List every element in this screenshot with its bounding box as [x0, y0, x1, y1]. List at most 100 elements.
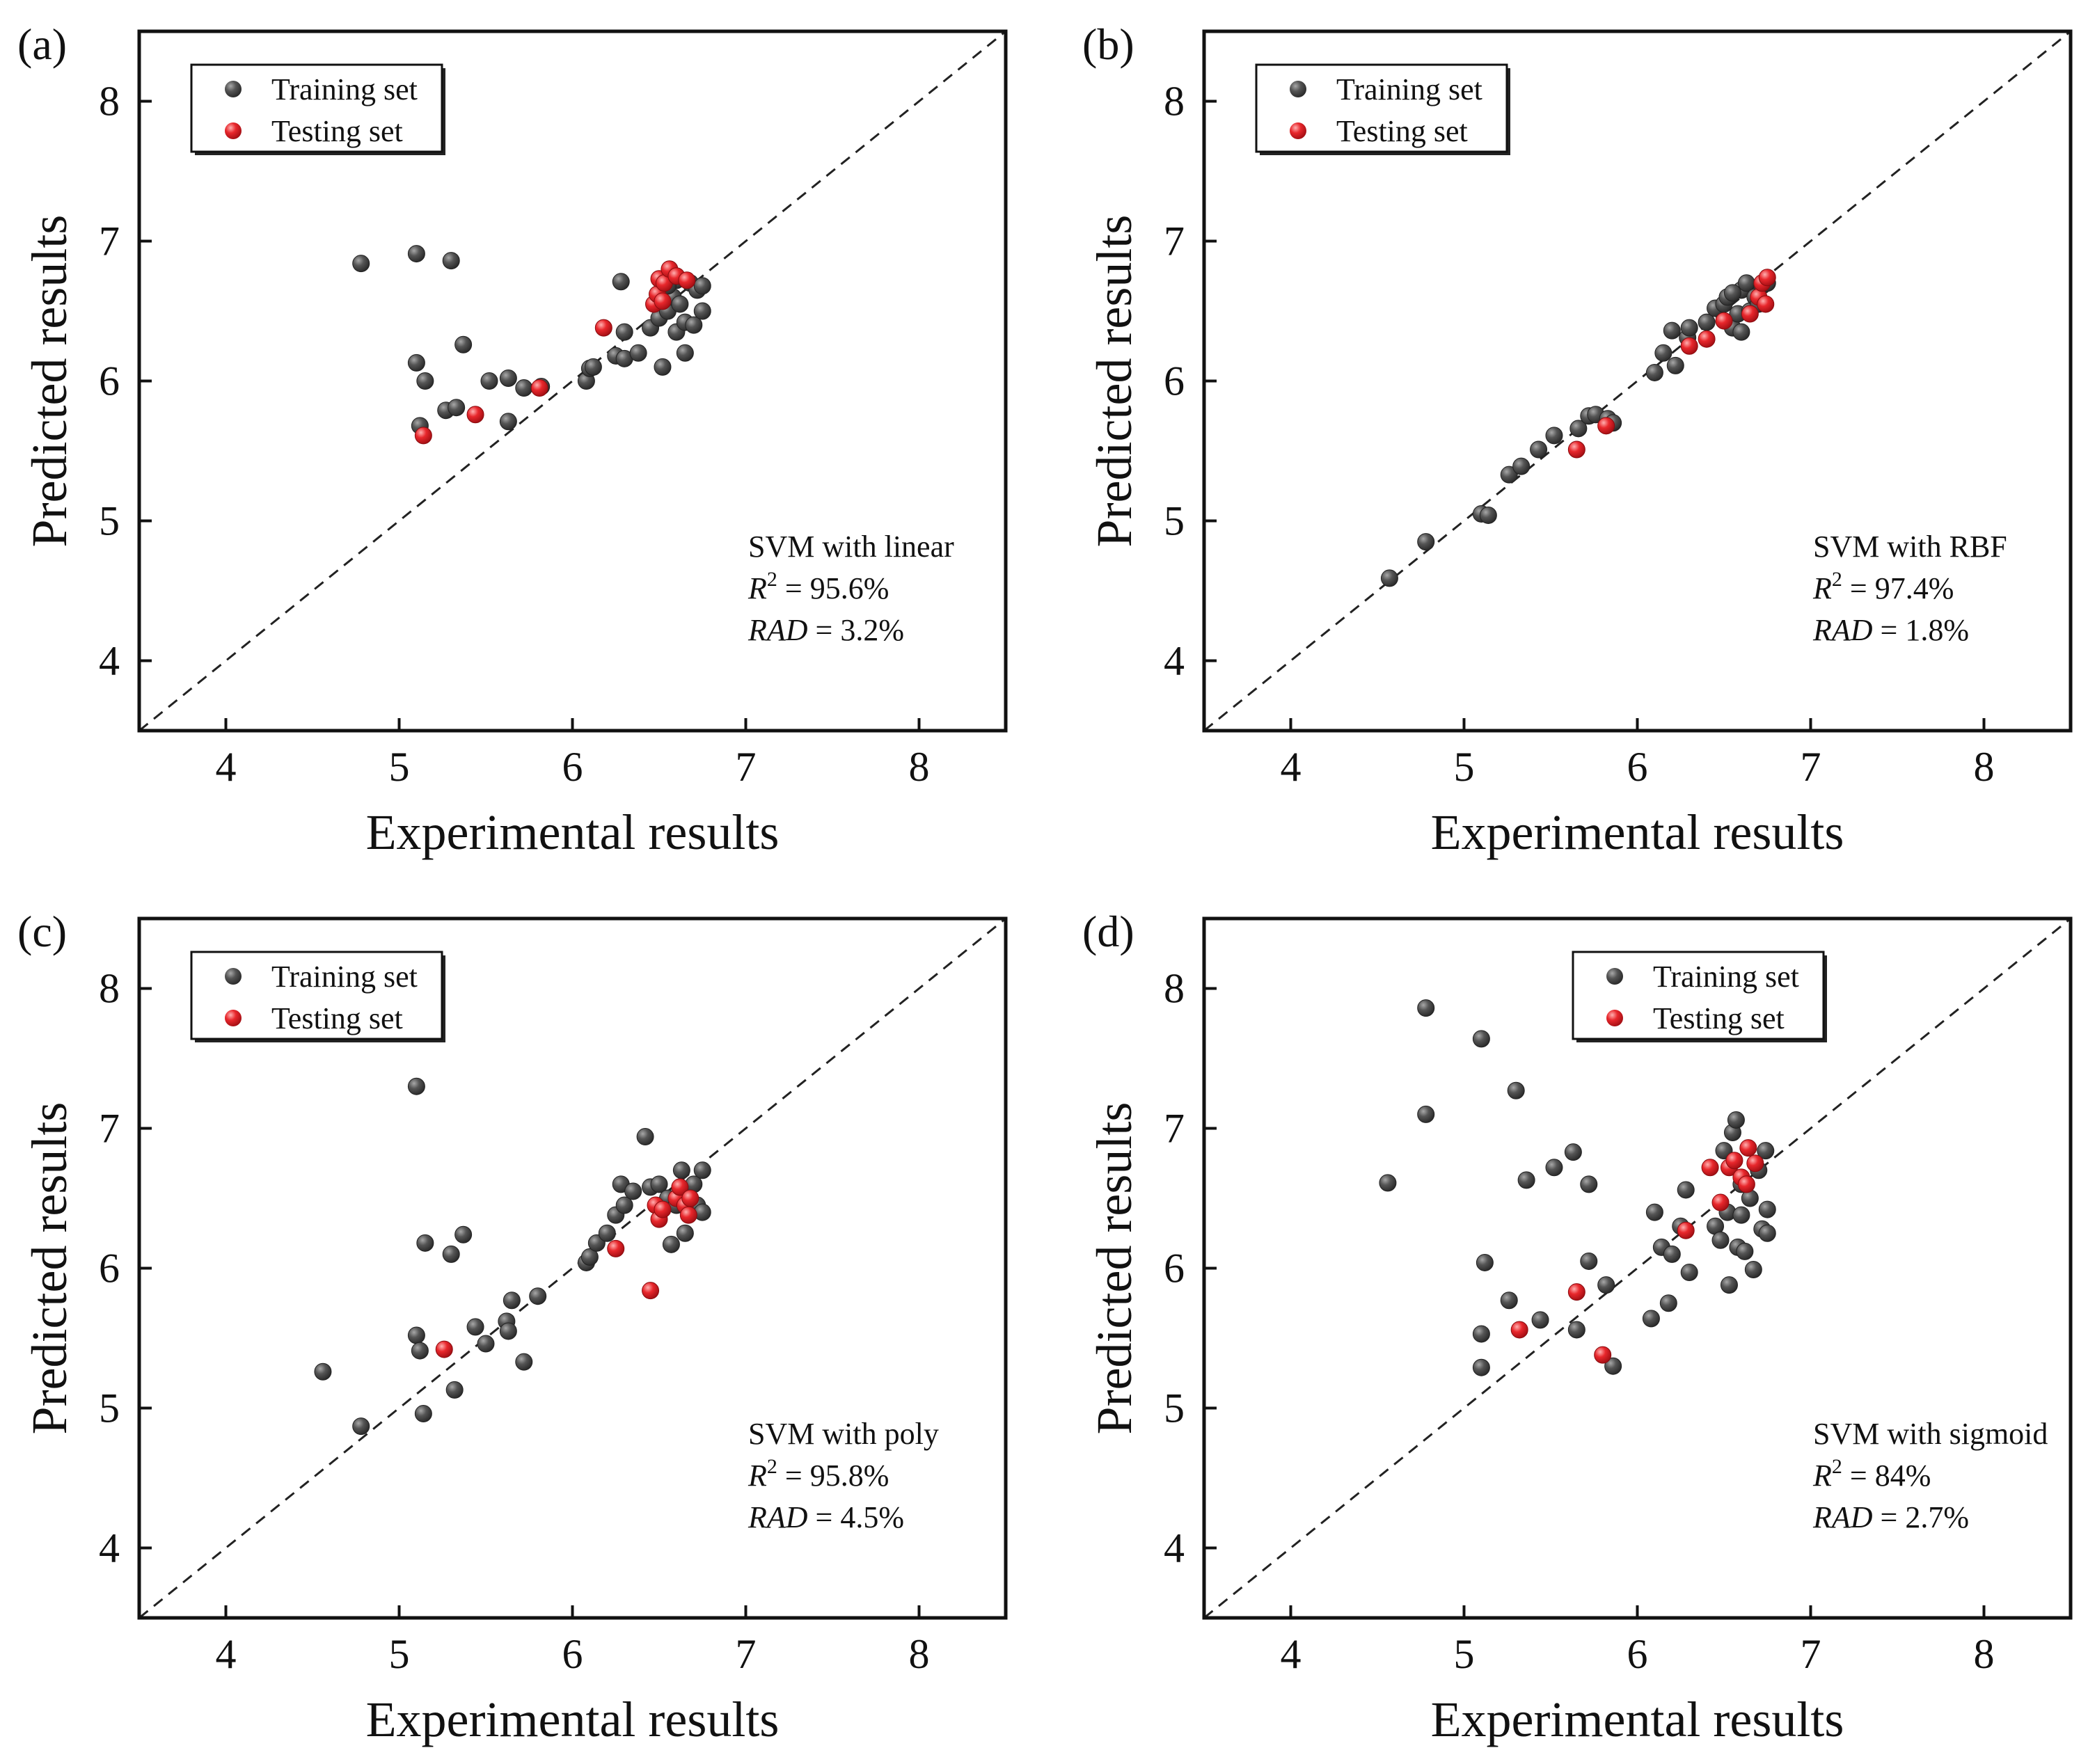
x-tick-label: 5 — [389, 1631, 410, 1677]
training-point — [407, 1326, 425, 1344]
x-tick-label: 5 — [389, 744, 410, 790]
training-point — [1732, 1206, 1750, 1224]
legend-training-label: Training set — [271, 960, 418, 994]
y-tick-label: 8 — [1164, 966, 1185, 1012]
x-tick-label: 6 — [1627, 744, 1648, 790]
testing-point — [681, 1189, 699, 1207]
r2-value: R2 = 84% — [1812, 1455, 1931, 1493]
testing-point — [1677, 1221, 1695, 1239]
metrics-annotation: SVM with poly R2 = 95.8% RAD = 4.5% — [748, 1417, 939, 1534]
training-point — [411, 1342, 429, 1360]
training-point — [1677, 1181, 1695, 1199]
panel-label: (d) — [1082, 907, 1134, 956]
x-tick-label: 4 — [1281, 1631, 1302, 1677]
training-point — [1654, 344, 1672, 362]
reference-line — [139, 919, 1006, 1618]
training-point — [624, 1182, 642, 1200]
testing-point — [1739, 1139, 1757, 1157]
y-axis-title: Predicted results — [1086, 215, 1142, 548]
testing-point — [414, 427, 432, 445]
training-point — [445, 1381, 464, 1399]
x-tick-label: 7 — [736, 1631, 757, 1677]
training-point — [1531, 1311, 1549, 1329]
training-point — [662, 1235, 680, 1253]
y-tick-label: 6 — [1164, 1246, 1185, 1292]
legend: Training set Testing set — [1572, 951, 1827, 1042]
testing-point — [1737, 1175, 1755, 1193]
training-point — [454, 335, 473, 353]
y-tick-label: 8 — [99, 79, 120, 125]
training-point — [1732, 323, 1750, 341]
y-tick-label: 5 — [99, 1385, 120, 1431]
panel-a: (a) 4 5 6 7 8 4 5 6 7 8 Experimental results Predict… — [17, 19, 1008, 860]
training-point — [1500, 1292, 1518, 1310]
testing-point — [1594, 1346, 1612, 1364]
x-tick-label: 4 — [1281, 744, 1302, 790]
testing-point — [671, 1178, 689, 1196]
training-point — [1680, 319, 1698, 337]
x-tick-label: 8 — [909, 744, 930, 790]
legend-training-label: Training set — [271, 72, 418, 106]
x-axis-title: Experimental results — [1431, 804, 1844, 860]
y-tick-label: 4 — [99, 1525, 120, 1571]
y-tick-label: 7 — [99, 218, 120, 264]
reference-line — [139, 31, 1006, 731]
legend-testing-label: Testing set — [1653, 1001, 1785, 1035]
training-point — [1758, 1200, 1776, 1218]
y-axis-title: Predicted results — [22, 1102, 77, 1435]
training-point — [650, 1175, 668, 1193]
legend-training-marker — [225, 968, 242, 985]
training-point — [612, 273, 630, 291]
x-tick-label: 8 — [1974, 744, 1995, 790]
training-point — [407, 1077, 425, 1095]
legend-box — [1572, 951, 1825, 1040]
testing-point — [1701, 1159, 1719, 1177]
x-tick-label: 8 — [909, 1631, 930, 1677]
training-point — [1512, 457, 1531, 475]
legend-training-marker — [225, 81, 242, 97]
training-point — [1545, 427, 1563, 445]
training-point — [480, 372, 498, 390]
training-point — [1680, 1264, 1698, 1282]
training-point — [1757, 1142, 1775, 1160]
y-tick-label: 4 — [1164, 1525, 1185, 1571]
training-point — [1479, 506, 1497, 524]
training-point — [499, 1322, 517, 1340]
metrics-annotation: SVM with RBF R2 = 97.4% RAD = 1.8% — [1812, 530, 2007, 647]
x-tick-label: 4 — [216, 744, 237, 790]
panel-label: (a) — [17, 19, 67, 69]
legend-testing-label: Testing set — [271, 114, 403, 148]
panel-label: (b) — [1082, 19, 1134, 69]
testing-point — [1725, 1152, 1743, 1170]
x-axis-title: Experimental results — [1431, 1692, 1844, 1747]
training-point — [416, 1234, 434, 1252]
training-point — [1580, 1175, 1598, 1193]
legend: Training set Testing set — [1255, 63, 1510, 155]
training-point — [580, 1248, 599, 1266]
testing-point — [1757, 295, 1775, 313]
training-point — [654, 358, 672, 376]
reference-line — [1204, 919, 2071, 1618]
training-point — [1417, 999, 1435, 1017]
training-point — [1727, 1111, 1745, 1129]
rad-value: RAD = 2.7% — [1812, 1500, 1969, 1534]
training-point — [499, 413, 517, 431]
training-point — [477, 1335, 495, 1353]
testing-point — [1567, 440, 1585, 459]
training-point — [693, 277, 711, 295]
x-tick-label: 5 — [1454, 1631, 1475, 1677]
training-point — [1379, 1174, 1397, 1192]
y-tick-label: 7 — [99, 1106, 120, 1152]
legend-testing-marker — [1606, 1010, 1623, 1026]
training-point — [1711, 1231, 1730, 1249]
training-point — [1645, 363, 1663, 381]
training-point — [529, 1287, 547, 1305]
training-point — [1736, 1242, 1754, 1260]
training-point — [1567, 1321, 1585, 1339]
training-point — [1720, 1276, 1738, 1294]
training-point — [442, 252, 460, 270]
testing-point — [1711, 1193, 1730, 1211]
training-point — [1666, 356, 1684, 374]
y-tick-label: 7 — [1164, 1106, 1185, 1152]
